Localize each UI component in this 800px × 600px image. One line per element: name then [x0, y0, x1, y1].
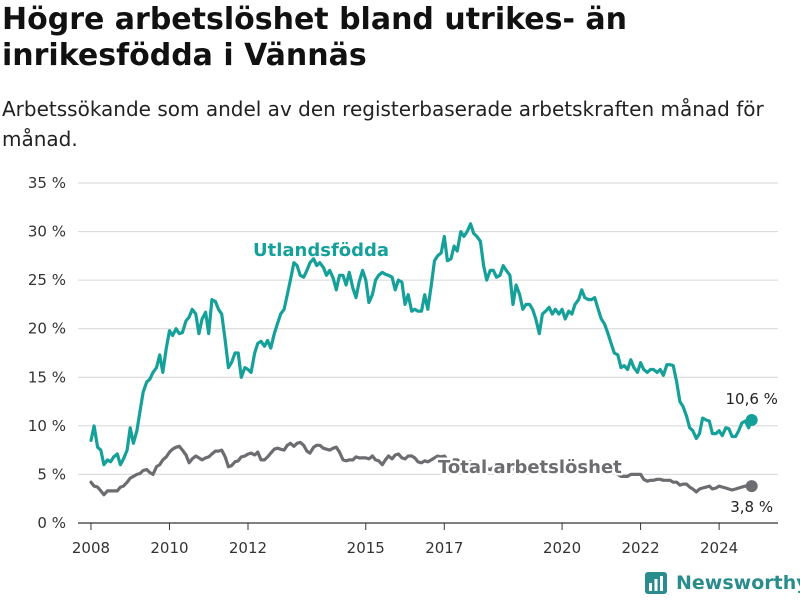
series-line-utlandsfodda	[89, 222, 754, 467]
x-tick-label: 2020	[543, 539, 581, 557]
series-label-utlandsfodda: Utlandsfödda	[253, 240, 389, 261]
brand-name: Newsworthy	[676, 572, 800, 594]
y-tick-label: 0 %	[37, 514, 66, 532]
end-value-total: 3,8 %	[730, 498, 773, 516]
end-value-utlandsfodda: 10,6 %	[725, 390, 777, 408]
x-tick-label: 2024	[700, 539, 738, 557]
x-tick-label: 2008	[72, 539, 110, 557]
end-markers: 10,6 % 3,8 %	[725, 390, 777, 516]
chart-title: Högre arbetslöshet bland utrikes- än inr…	[2, 2, 627, 73]
y-tick-label: 20 %	[28, 320, 66, 338]
y-tick-label: 25 %	[28, 271, 66, 289]
y-tick-label: 10 %	[28, 417, 66, 435]
series-lines	[89, 222, 754, 497]
x-tick-label: 2010	[150, 539, 188, 557]
grid-lines	[78, 182, 778, 524]
end-point-utlandsfodda	[745, 414, 758, 427]
brand-logo: Newsworthy	[644, 568, 800, 598]
series-label-total: Total arbetslöshet	[438, 457, 622, 478]
x-tick-label: 2017	[425, 539, 463, 557]
newsworthy-logo-icon	[645, 572, 667, 594]
y-tick-label: 15 %	[28, 368, 66, 386]
y-tick-label: 5 %	[37, 465, 66, 483]
series-line-total	[89, 440, 754, 497]
x-tick-label: 2012	[229, 539, 267, 557]
x-tick-label: 2015	[347, 539, 385, 557]
chart-subtitle: Arbetssökande som andel av den registerb…	[2, 97, 764, 151]
y-axis: 0 % 5 % 10 % 15 % 20 % 25 % 30 % 35 %	[28, 174, 66, 532]
end-point-total	[745, 480, 758, 493]
x-tick-label: 2022	[621, 539, 659, 557]
y-tick-label: 35 %	[28, 174, 66, 192]
series-labels: Utlandsfödda Total arbetslöshet	[253, 240, 625, 481]
x-axis: 2008 2010 2012 2015 2017 2020 2022 2024	[72, 523, 738, 557]
y-tick-label: 30 %	[28, 223, 66, 241]
